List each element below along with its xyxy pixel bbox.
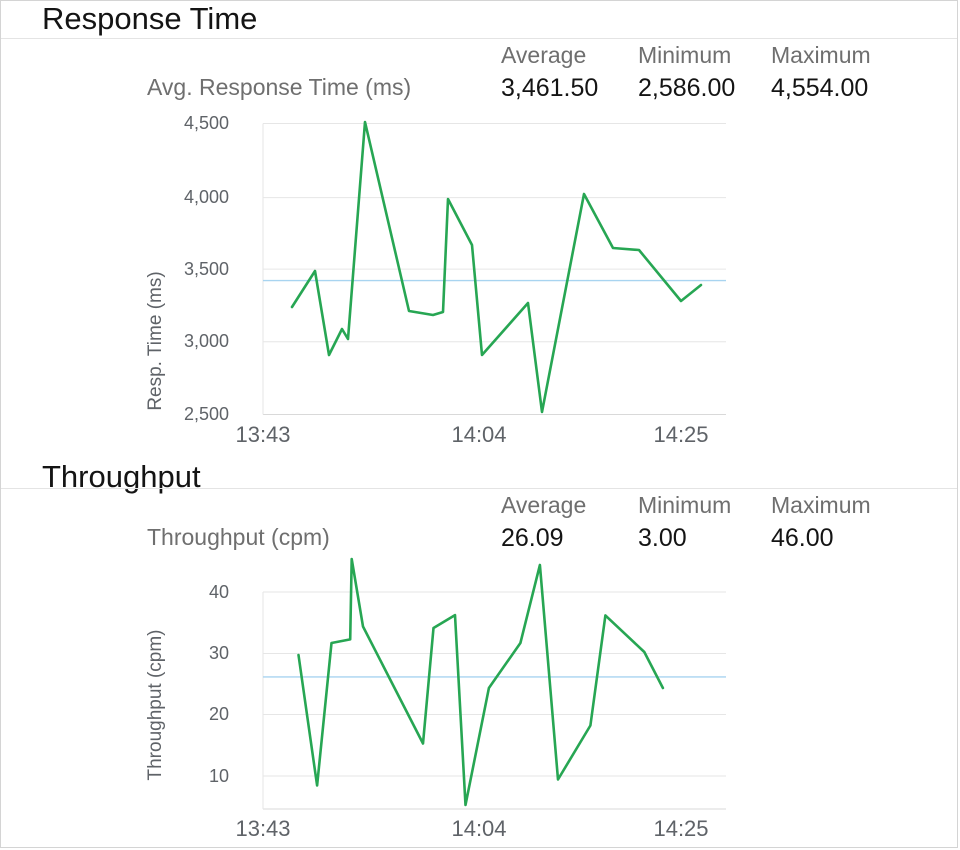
svg-text:Throughput (cpm): Throughput (cpm) (145, 629, 166, 780)
svg-text:3,500: 3,500 (184, 259, 229, 279)
svg-text:4,500: 4,500 (184, 113, 229, 133)
svg-text:40: 40 (209, 582, 229, 602)
svg-text:14:25: 14:25 (653, 422, 708, 447)
svg-text:13:43: 13:43 (235, 422, 290, 447)
svg-text:13:43: 13:43 (235, 816, 290, 841)
svg-text:3,000: 3,000 (184, 331, 229, 351)
svg-text:14:25: 14:25 (653, 816, 708, 841)
svg-text:Resp. Time (ms): Resp. Time (ms) (145, 271, 166, 410)
svg-text:14:04: 14:04 (451, 422, 506, 447)
svg-text:10: 10 (209, 766, 229, 786)
svg-text:20: 20 (209, 704, 229, 724)
svg-text:30: 30 (209, 643, 229, 663)
svg-text:4,000: 4,000 (184, 187, 229, 207)
svg-text:2,500: 2,500 (184, 404, 229, 424)
svg-text:14:04: 14:04 (451, 816, 506, 841)
